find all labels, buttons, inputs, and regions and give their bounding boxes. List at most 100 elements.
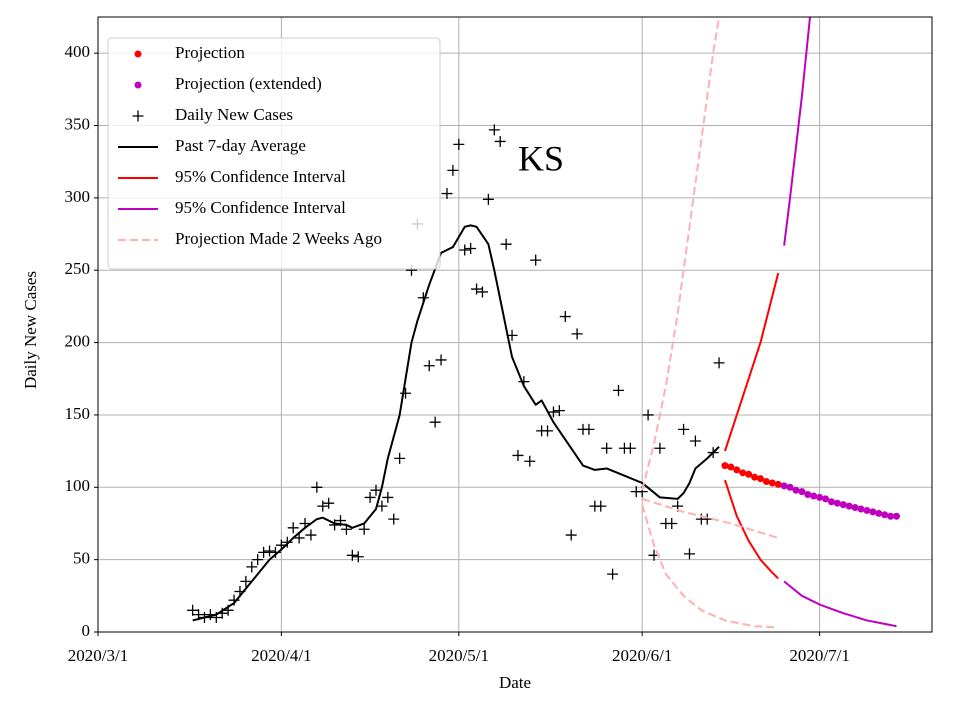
x-tick-label: 2020/5/1 (429, 646, 489, 665)
legend-label: Projection (175, 43, 245, 62)
legend-marker (134, 50, 142, 58)
legend-label: Past 7-day Average (175, 136, 306, 155)
x-tick-label: 2020/6/1 (612, 646, 672, 665)
case-marker (435, 354, 447, 366)
case-marker (346, 549, 358, 561)
y-tick-label: 50 (73, 549, 90, 568)
projection-point (839, 501, 847, 509)
projection-point (804, 491, 812, 499)
y-tick-label: 150 (65, 404, 91, 423)
case-marker (240, 575, 252, 587)
projection-point (816, 493, 824, 501)
projection-point (857, 505, 865, 513)
projection-point (756, 475, 764, 483)
case-marker (494, 135, 506, 147)
projection-point (745, 470, 753, 478)
series-line (192, 224, 720, 622)
legend-marker (132, 110, 144, 122)
y-tick-label: 200 (65, 331, 91, 350)
case-marker (701, 513, 713, 525)
case-marker (689, 435, 701, 447)
legend: Projection Projection (extended) Daily New… (107, 37, 441, 270)
series-line (724, 272, 780, 452)
series-line (641, 504, 779, 629)
projection-point (739, 469, 747, 477)
case-marker (571, 328, 583, 340)
x-axis-label: Date (499, 673, 531, 692)
x-tick-label: 2020/4/1 (251, 646, 311, 665)
case-marker (246, 561, 258, 573)
projection-point (833, 499, 841, 507)
legend-marker (134, 81, 142, 89)
case-marker (666, 517, 678, 529)
case-marker (482, 193, 494, 205)
legend-label: Projection Made 2 Weeks Ago (175, 229, 382, 248)
projection-point (751, 473, 759, 481)
series-line (641, 497, 779, 539)
y-tick-label: 0 (82, 621, 91, 640)
case-marker (595, 500, 607, 512)
series-line (783, 580, 897, 628)
case-marker (654, 442, 666, 454)
case-marker (624, 442, 636, 454)
projection-point (733, 466, 741, 474)
legend-label: Projection (extended) (175, 74, 322, 93)
projection-point (780, 482, 788, 490)
series-line (641, 17, 721, 491)
projection-point (881, 511, 889, 519)
case-marker (678, 423, 690, 435)
case-marker (512, 449, 524, 461)
case-marker (394, 452, 406, 464)
case-marker (530, 254, 542, 266)
series-line (724, 479, 779, 580)
case-marker (358, 523, 370, 535)
legend-label: 95% Confidence Interval (175, 167, 346, 186)
y-tick-label: 250 (65, 259, 91, 278)
case-marker (364, 491, 376, 503)
case-marker (429, 416, 441, 428)
projection-point (827, 498, 835, 506)
y-tick-label: 100 (65, 476, 91, 495)
case-marker (683, 548, 695, 560)
projection-point (893, 512, 901, 520)
y-axis-label: Daily New Cases (21, 271, 40, 389)
legend-label: 95% Confidence Interval (175, 198, 346, 217)
case-marker (352, 551, 364, 563)
projection-point (786, 483, 794, 491)
series-line (783, 17, 812, 246)
projection-point (863, 506, 871, 514)
case-marker (376, 500, 388, 512)
case-marker (471, 283, 483, 295)
case-marker (459, 244, 471, 256)
projection-point (810, 492, 818, 500)
projection-point (851, 504, 859, 512)
case-marker (613, 384, 625, 396)
case-marker (447, 164, 459, 176)
case-marker (465, 243, 477, 255)
projection-point (798, 488, 806, 496)
case-marker (281, 536, 293, 548)
axes-frame (97, 16, 933, 633)
case-marker (311, 481, 323, 493)
case-marker (488, 124, 500, 136)
case-marker (601, 442, 613, 454)
case-marker (287, 522, 299, 534)
projection-point (792, 486, 800, 494)
y-tick-label: 350 (65, 114, 91, 133)
case-marker (565, 529, 577, 541)
y-tick-label: 400 (65, 42, 91, 61)
projection-point (845, 502, 853, 510)
y-tick-label: 300 (65, 187, 91, 206)
legend-box (107, 37, 441, 270)
case-marker (476, 286, 488, 298)
annotation: KS (518, 138, 564, 178)
case-marker (713, 357, 725, 369)
case-marker (317, 500, 329, 512)
case-marker (583, 423, 595, 435)
projection-point (869, 508, 877, 516)
legend-label: Daily New Cases (175, 105, 293, 124)
x-tick-label: 2020/3/1 (68, 646, 128, 665)
ticks: 0 50 100 150 200 250 300 350 400 2020/3/1 2020/4/1… (65, 42, 850, 665)
case-marker (553, 405, 565, 417)
case-marker (187, 604, 199, 616)
